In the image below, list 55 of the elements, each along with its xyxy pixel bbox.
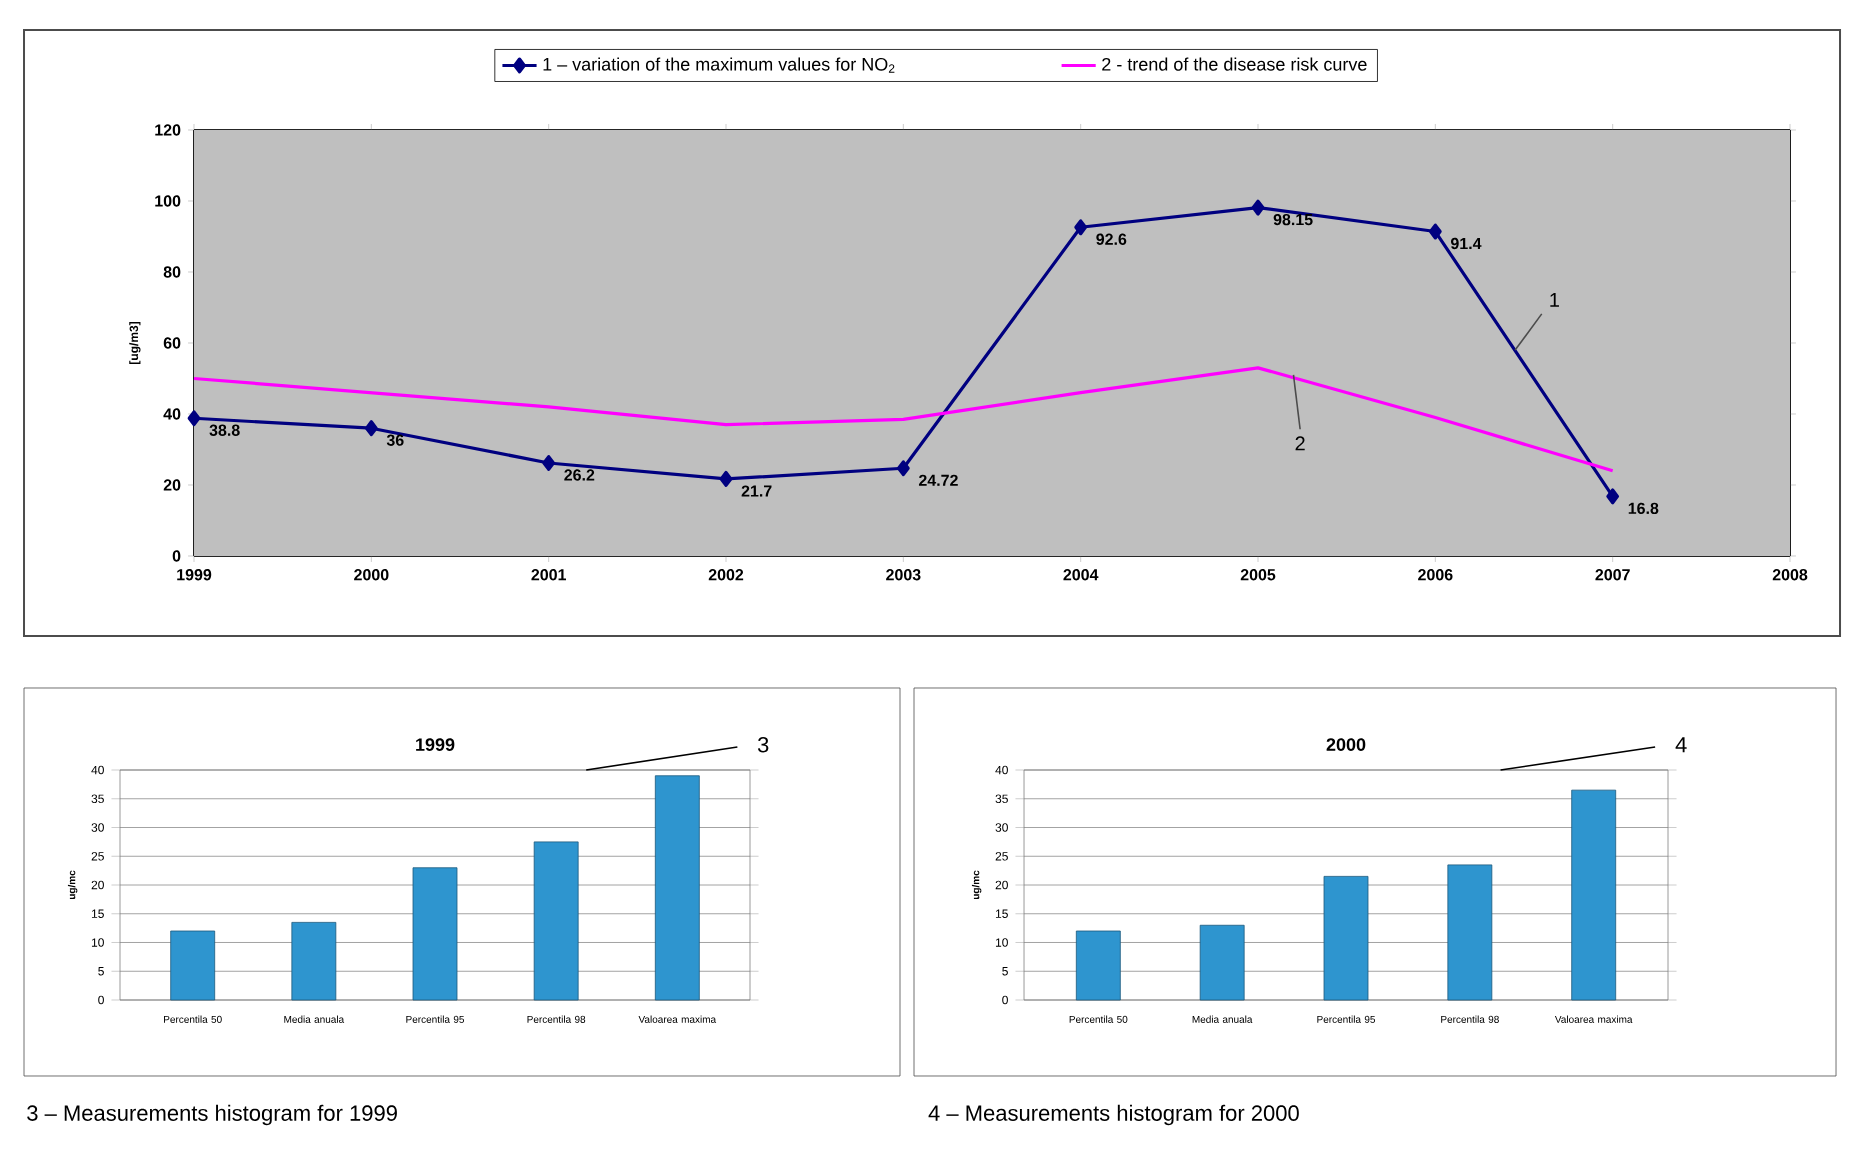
- data-label: 91.4: [1450, 237, 1482, 250]
- chart-title: 1999: [416, 738, 455, 751]
- x-tick-label: 2006: [1418, 569, 1453, 581]
- x-tick-label: 2004: [1063, 569, 1099, 581]
- point: [1251, 199, 1265, 216]
- y-tick-label: 60: [163, 337, 181, 349]
- legend-label: 1 – variation of the maximum values for NO$_{2}$: [543, 57, 895, 73]
- bar: [1571, 789, 1617, 1001]
- bar: [170, 930, 216, 1001]
- x-tick-label: 2003: [886, 569, 921, 581]
- point: [364, 420, 378, 437]
- bar: [1447, 864, 1493, 1001]
- x-tick-label: 2000: [354, 569, 389, 581]
- x-tick-label: 1999: [177, 569, 212, 581]
- point: [719, 470, 733, 487]
- y-tick-label: 100: [155, 195, 181, 207]
- text: 3: [757, 736, 769, 753]
- annotation: 2: [1295, 436, 1305, 451]
- data-label: 16.8: [1628, 502, 1659, 515]
- annotation: 1: [1550, 293, 1559, 307]
- bar: [533, 841, 579, 1001]
- legend-label: 2 - trend of the disease risk curve: [1102, 57, 1367, 71]
- bar: [412, 867, 458, 1001]
- point: [187, 410, 201, 427]
- y-tick-label: 20: [163, 479, 181, 491]
- point: [1074, 219, 1088, 236]
- x-tick-label: 2008: [1772, 569, 1808, 581]
- bar: [291, 921, 337, 1001]
- point: [1428, 223, 1442, 240]
- data-label: 36: [386, 434, 404, 446]
- x-tick-label: 2002: [708, 569, 744, 581]
- data-label: 26.2: [564, 469, 595, 481]
- x-tick-label: 2007: [1595, 569, 1630, 581]
- data-label: 24.72: [918, 474, 958, 486]
- x-tick-label: 2005: [1240, 569, 1276, 581]
- point: [896, 460, 910, 477]
- bar: [1199, 924, 1245, 1001]
- data-label: 98.15: [1273, 213, 1313, 226]
- bar: [654, 775, 700, 1001]
- chart-title: 2000: [1326, 738, 1366, 751]
- point: [542, 454, 556, 471]
- data-label: 21.7: [741, 485, 772, 497]
- y-tick-label: 40: [163, 408, 181, 420]
- bar: [1075, 930, 1121, 1001]
- text: 4: [1675, 737, 1687, 753]
- text: 3 – Measurements histogram for 1999: [27, 1104, 397, 1126]
- bar: [1323, 875, 1369, 1001]
- data-label: 38.8: [209, 424, 240, 436]
- y-tick-label: 80: [163, 266, 181, 278]
- point: [1606, 488, 1620, 505]
- text: 4 – Measurements histogram for 2000: [928, 1104, 1299, 1126]
- y-tick-label: 120: [155, 124, 181, 136]
- y-tick-label: 0: [172, 550, 181, 562]
- data-label: 92.6: [1096, 233, 1127, 245]
- x-tick-label: 2001: [531, 569, 566, 581]
